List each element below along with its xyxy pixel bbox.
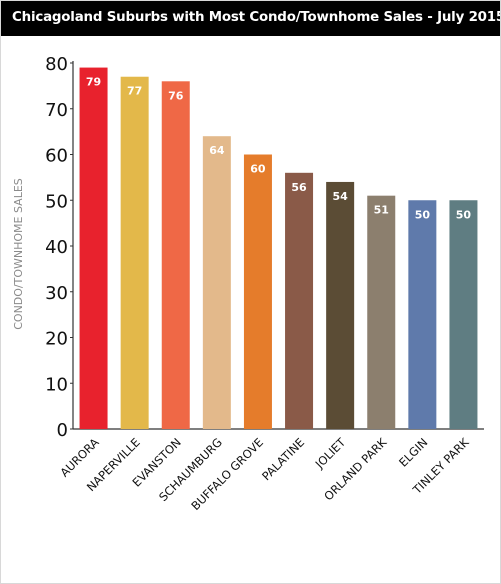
y-tick-label: 10 [45, 374, 68, 395]
category-label: JOLIET [312, 435, 349, 472]
category-label: BUFFALO GROVE [188, 435, 266, 513]
bar-aurora [79, 67, 108, 429]
category-labels: AURORANAPERVILLEEVANSTONSCHAUMBURGBUFFAL… [57, 435, 472, 513]
bar-evanston [161, 81, 190, 430]
y-tick-label: 0 [57, 420, 68, 441]
bar-value-label: 51 [374, 204, 389, 217]
category-label: PALATINE [259, 435, 307, 483]
bar-value-label: 56 [291, 181, 307, 194]
bar-elgin [408, 200, 437, 429]
bar-value-label: 54 [332, 190, 348, 203]
bar-joliet [326, 181, 355, 429]
y-tick-label: 50 [45, 191, 68, 212]
y-axis-ticks: 0 10 20 30 40 50 60 70 80 [45, 54, 73, 441]
bar-value-label: 60 [250, 163, 266, 176]
bar-value-labels: 79 77 76 64 60 56 54 51 50 50 [86, 76, 472, 222]
y-tick-label: 40 [45, 237, 68, 258]
category-label: ELGIN [396, 435, 430, 469]
y-tick-label: 20 [45, 329, 68, 350]
y-axis-title: CONDO/TOWNHOME SALES [12, 178, 25, 330]
bar-orland-park [367, 195, 396, 429]
bar-value-label: 76 [168, 89, 184, 102]
bar-value-label: 50 [415, 208, 431, 221]
bar-palatine [285, 172, 314, 430]
y-tick-label: 80 [45, 54, 68, 75]
y-tick-label: 30 [45, 283, 68, 304]
bars [79, 67, 478, 430]
bar-tinley-park [449, 200, 478, 429]
bar-value-label: 64 [209, 144, 225, 157]
bar-naperville [120, 76, 149, 429]
chart-title: Chicagoland Suburbs with Most Condo/Town… [0, 0, 501, 36]
y-tick-label: 70 [45, 100, 68, 121]
bar-value-label: 79 [86, 76, 101, 89]
y-tick-label: 60 [45, 146, 68, 167]
bar-schaumburg [202, 136, 231, 429]
bar-chart: CONDO/TOWNHOME SALES 0 10 20 30 40 50 60 70 80 7… [12, 54, 484, 513]
bar-value-label: 50 [456, 208, 472, 221]
bar-buffalo-grove [243, 154, 272, 429]
y-axis-title-group: CONDO/TOWNHOME SALES [12, 178, 25, 330]
bar-value-label: 77 [127, 85, 142, 98]
